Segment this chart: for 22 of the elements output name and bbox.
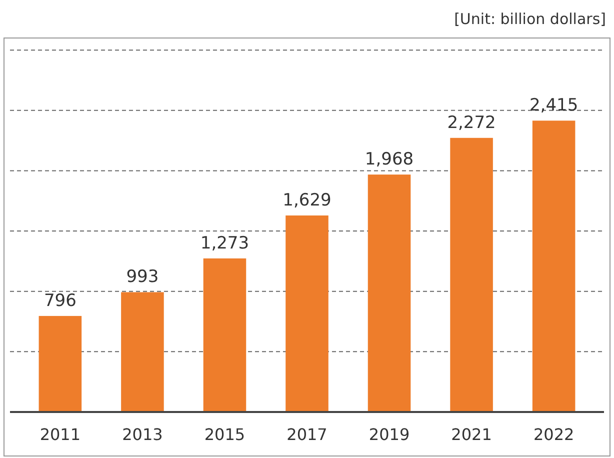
x-tick-label: 2013 <box>122 425 163 444</box>
x-tick-label: 2021 <box>451 425 492 444</box>
data-label: 1,629 <box>282 190 332 210</box>
bar <box>532 120 576 412</box>
bar <box>368 174 411 412</box>
x-tick-label: 2022 <box>533 425 574 444</box>
bar <box>286 215 328 412</box>
data-label: 796 <box>44 290 76 311</box>
x-tick-label: 2017 <box>286 425 328 444</box>
bar <box>450 138 493 412</box>
data-label: 993 <box>126 267 159 288</box>
text: [Unit: billion dollars] <box>454 10 606 28</box>
x-tick-label: 2011 <box>40 425 81 444</box>
x-tick-label: 2015 <box>204 425 246 444</box>
bar <box>203 258 246 412</box>
data-label: 1,273 <box>200 233 250 254</box>
bar <box>121 292 164 412</box>
bar <box>38 316 82 412</box>
x-tick-label: 2019 <box>368 425 410 444</box>
data-label: 2,415 <box>529 96 578 116</box>
data-label: 2,272 <box>447 112 496 133</box>
data-label: 1,968 <box>364 150 414 170</box>
